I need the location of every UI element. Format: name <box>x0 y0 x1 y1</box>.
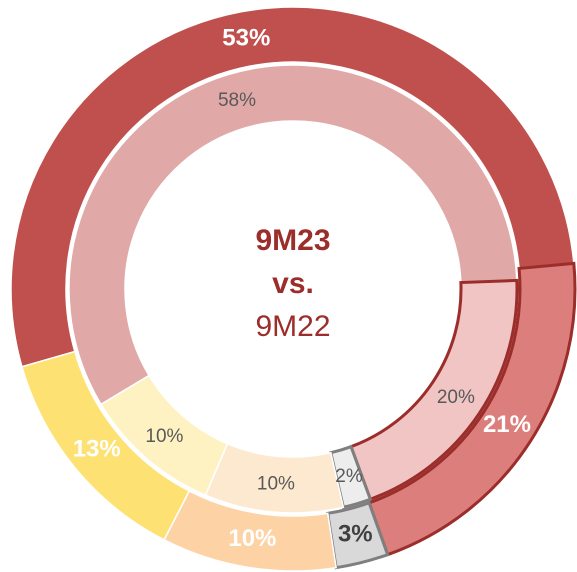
slice-label: 10% <box>257 473 295 494</box>
slice-label: 2% <box>335 466 363 487</box>
center-series-b: 9M22 <box>255 310 330 343</box>
donut-slice <box>20 350 191 541</box>
donut-slice <box>10 6 575 368</box>
slice-label: 20% <box>437 387 475 408</box>
donut-slice <box>68 64 518 406</box>
slice-label: 3% <box>338 521 373 548</box>
slice-label: 53% <box>222 25 270 52</box>
slice-label: 58% <box>218 90 256 111</box>
donut-slice <box>99 374 229 497</box>
slice-label: 21% <box>483 411 531 438</box>
center-series-a: 9M23 <box>255 224 330 257</box>
slice-label: 10% <box>228 525 276 552</box>
slice-label: 13% <box>73 436 121 463</box>
slice-label: 10% <box>145 426 183 447</box>
center-vs: vs. <box>272 267 314 300</box>
